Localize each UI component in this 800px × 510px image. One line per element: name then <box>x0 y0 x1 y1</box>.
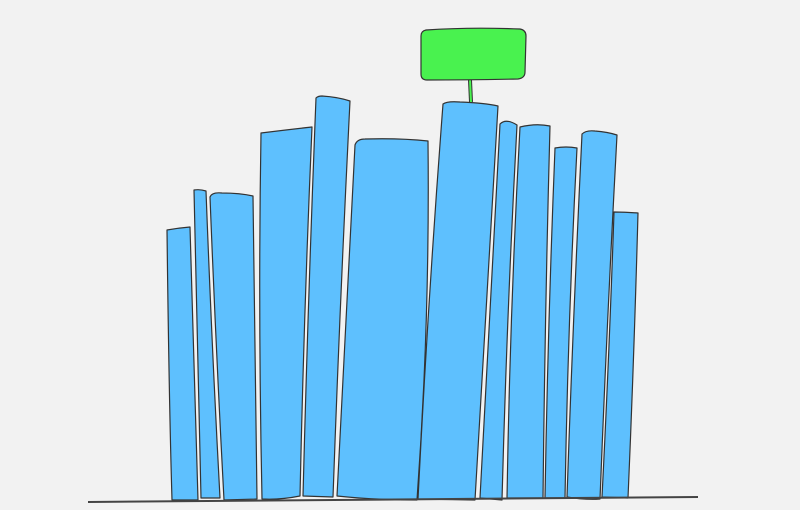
book <box>544 146 578 499</box>
book <box>259 126 313 500</box>
shelf <box>87 496 699 503</box>
book <box>166 226 199 501</box>
sign <box>420 27 527 103</box>
book <box>193 189 221 499</box>
book <box>601 211 639 499</box>
book <box>506 124 551 499</box>
book <box>566 130 618 500</box>
books <box>166 95 639 501</box>
book <box>479 120 518 501</box>
sign-stem <box>469 79 472 103</box>
sign-board <box>420 27 527 81</box>
book <box>302 95 351 498</box>
book <box>209 192 258 501</box>
book <box>417 101 499 501</box>
